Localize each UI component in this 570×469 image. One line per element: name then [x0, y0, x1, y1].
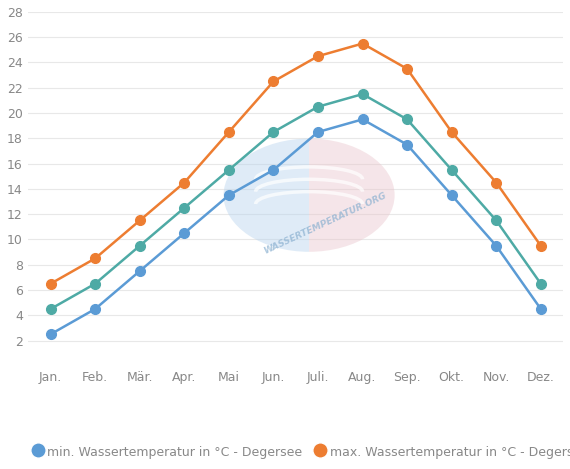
Wedge shape [309, 138, 394, 252]
Text: WASSERTEMPERATUR.ORG: WASSERTEMPERATUR.ORG [262, 191, 388, 256]
Wedge shape [223, 138, 309, 252]
